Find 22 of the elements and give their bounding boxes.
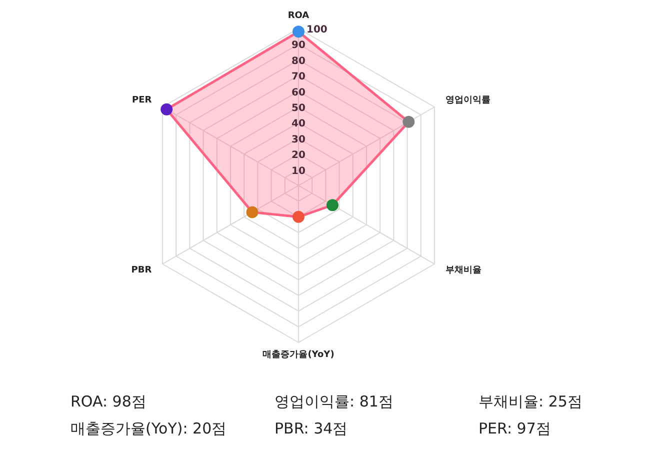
y-tick-label: 20	[292, 150, 306, 162]
spoke-label: ROA	[288, 10, 310, 21]
spoke-label: PBR	[131, 265, 152, 276]
text: 부채비율: 25점	[478, 392, 582, 410]
text: ROA: 98점	[70, 392, 146, 410]
y-tick-label: 60	[292, 87, 306, 98]
text: PBR: 34점	[274, 420, 348, 438]
y-tick-label: 100	[306, 24, 328, 36]
y-tick-label: 70	[292, 72, 306, 83]
y-tick-label: 50	[292, 103, 306, 114]
text: 매출증가율(YoY): 20점	[70, 420, 227, 438]
y-tick-label: 30	[292, 134, 306, 146]
text: 영업이익률: 81점	[274, 392, 394, 410]
spoke-label: PER	[132, 96, 152, 106]
y-tick-label: 90	[292, 40, 306, 52]
y-tick-label: 10	[292, 166, 306, 177]
y-tick-label: 80	[292, 56, 306, 67]
spoke-label: 영업이익률	[445, 96, 490, 106]
spoke-label: 부채비율	[445, 265, 482, 276]
spoke-label: 매출증가율(YoY)	[262, 349, 334, 360]
text: PER: 97점	[478, 420, 551, 438]
y-tick-label: 40	[292, 118, 306, 130]
